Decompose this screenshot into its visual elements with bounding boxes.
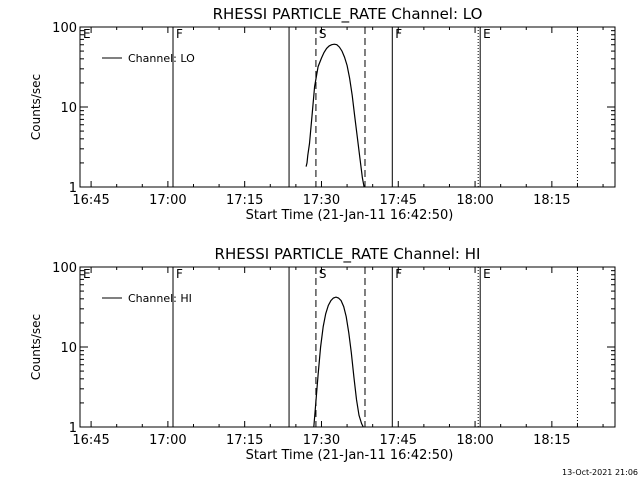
flag-label: F xyxy=(395,27,402,41)
chart-title: RHESSI PARTICLE_RATE Channel: LO xyxy=(213,5,483,24)
legend-entry: Channel: LO xyxy=(128,52,195,65)
flag-label: E xyxy=(83,267,91,281)
y-tick-label: 1 xyxy=(69,421,77,436)
y-axis-label: Counts/sec xyxy=(29,74,43,140)
flag-label: F xyxy=(176,267,183,281)
x-tick-label: 16:45 xyxy=(72,193,109,208)
x-tick-label: 17:30 xyxy=(303,433,340,448)
x-tick-label: 17:30 xyxy=(303,193,340,208)
x-tick-label: 16:45 xyxy=(72,433,109,448)
y-axis-label: Counts/sec xyxy=(29,314,43,380)
series-line xyxy=(313,296,364,428)
x-tick-label: 18:15 xyxy=(533,193,570,208)
y-tick-label: 1 xyxy=(69,181,77,196)
flag-label: S xyxy=(319,27,327,41)
lo-channel-panel: RHESSI PARTICLE_RATE Channel: LO Start Ti… xyxy=(29,5,616,223)
flag-label: F xyxy=(395,267,402,281)
plot-frame xyxy=(79,266,616,428)
chart-title: RHESSI PARTICLE_RATE Channel: HI xyxy=(215,245,481,264)
plot-frame xyxy=(79,26,616,188)
legend-entry: Channel: HI xyxy=(128,292,192,305)
x-tick-label: 17:00 xyxy=(149,433,186,448)
series-line xyxy=(305,43,365,188)
hi-channel-panel: RHESSI PARTICLE_RATE Channel: HI Start Ti… xyxy=(29,245,616,463)
x-tick-label: 17:15 xyxy=(226,193,263,208)
x-tick-label: 18:15 xyxy=(533,433,570,448)
x-tick-label: 17:00 xyxy=(149,193,186,208)
x-tick-label: 18:00 xyxy=(456,193,493,208)
y-tick-label: 100 xyxy=(52,261,77,276)
flag-label: S xyxy=(319,267,327,281)
footer-timestamp: 13-Oct-2021 21:06 xyxy=(562,468,638,477)
x-tick-label: 17:15 xyxy=(226,433,263,448)
x-tick-label: 17:45 xyxy=(380,193,417,208)
y-tick-label: 100 xyxy=(52,21,77,36)
flag-label: E xyxy=(83,27,91,41)
y-tick-label: 10 xyxy=(60,341,77,356)
y-tick-label: 10 xyxy=(60,101,77,116)
x-tick-label: 17:45 xyxy=(380,433,417,448)
flag-label: F xyxy=(176,27,183,41)
flag-label: E xyxy=(483,27,491,41)
x-tick-label: 18:00 xyxy=(456,433,493,448)
flag-label: E xyxy=(483,267,491,281)
x-axis-label: Start Time (21-Jan-11 16:42:50) xyxy=(246,448,454,463)
x-axis-label: Start Time (21-Jan-11 16:42:50) xyxy=(246,208,454,223)
